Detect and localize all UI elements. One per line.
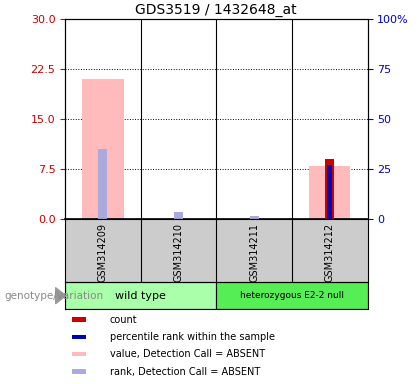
Text: heterozygous E2-2 null: heterozygous E2-2 null	[240, 291, 344, 300]
Text: count: count	[110, 314, 137, 325]
Text: GSM314211: GSM314211	[249, 223, 259, 282]
Bar	[72, 318, 86, 322]
Bar	[82, 79, 123, 219]
Bar	[72, 352, 86, 356]
Bar	[325, 159, 334, 219]
Text: GSM314212: GSM314212	[325, 223, 335, 283]
Bar	[327, 165, 332, 219]
Polygon shape	[55, 288, 66, 304]
Text: rank, Detection Call = ABSENT: rank, Detection Call = ABSENT	[110, 366, 260, 377]
Bar	[174, 212, 183, 219]
Bar	[72, 335, 86, 339]
Bar	[249, 216, 259, 219]
Text: GSM314209: GSM314209	[98, 223, 108, 282]
Bar	[65, 282, 216, 309]
Text: genotype/variation: genotype/variation	[4, 291, 103, 301]
Text: percentile rank within the sample: percentile rank within the sample	[110, 332, 275, 342]
Bar	[309, 166, 350, 219]
Title: GDS3519 / 1432648_at: GDS3519 / 1432648_at	[136, 3, 297, 17]
Text: value, Detection Call = ABSENT: value, Detection Call = ABSENT	[110, 349, 265, 359]
Text: wild type: wild type	[115, 291, 166, 301]
Text: GSM314210: GSM314210	[173, 223, 184, 282]
Bar	[98, 149, 108, 219]
Bar	[72, 369, 86, 374]
Bar	[216, 282, 368, 309]
